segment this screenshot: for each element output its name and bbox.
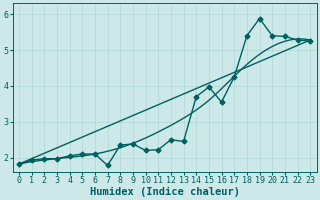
X-axis label: Humidex (Indice chaleur): Humidex (Indice chaleur) (90, 186, 240, 197)
